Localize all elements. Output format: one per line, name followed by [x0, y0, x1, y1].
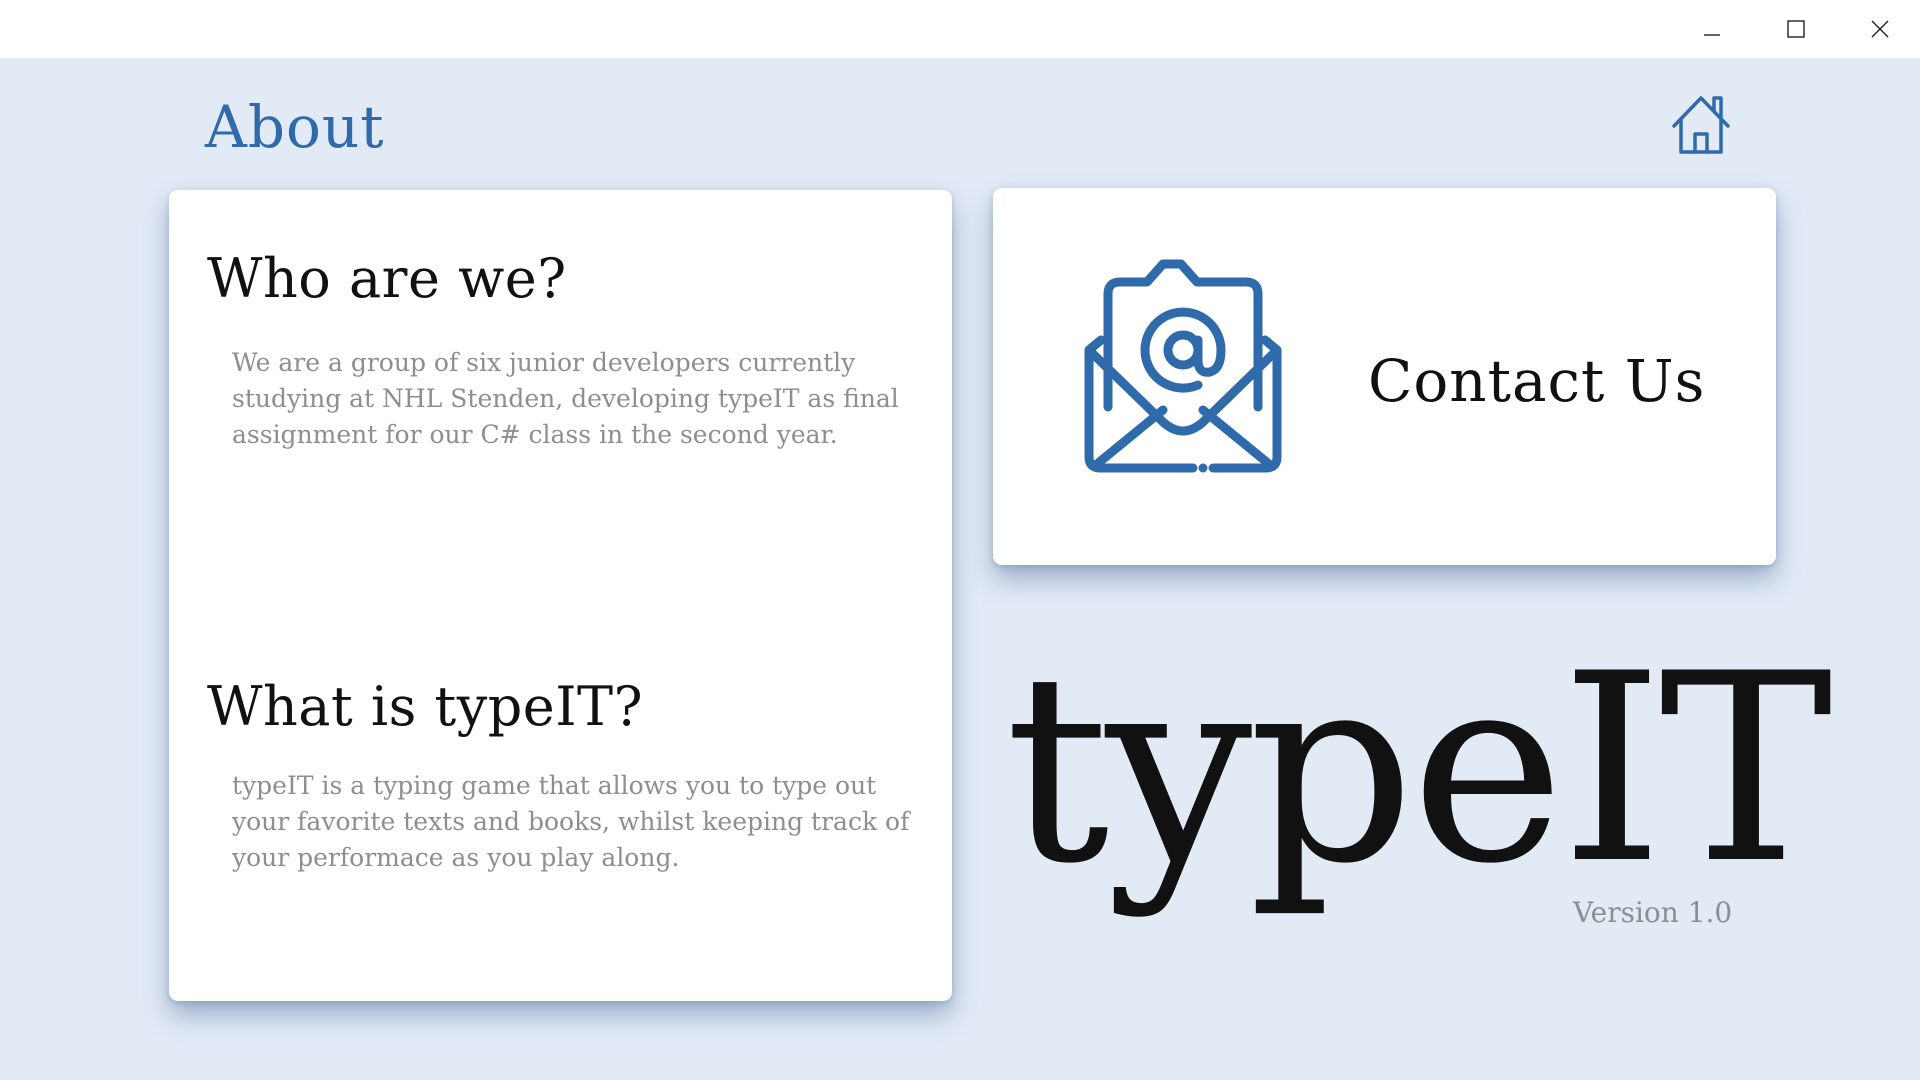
home-button[interactable]: [1670, 92, 1732, 156]
about-card: Who are we? We are a group of six junior…: [169, 190, 952, 1001]
what-is-typeit-text: typeIT is a typing game that allows you …: [232, 771, 910, 872]
mail-at-icon: [1084, 259, 1282, 473]
close-button[interactable]: [1838, 0, 1920, 58]
minimize-icon: [1704, 34, 1720, 36]
page-title: About: [205, 93, 385, 161]
contact-us-button[interactable]: Contact Us: [993, 188, 1776, 565]
who-are-we-heading: Who are we?: [207, 247, 567, 310]
who-are-we-text: We are a group of six junior developers …: [232, 348, 899, 449]
window-titlebar: [0, 0, 1920, 58]
version-label: Version 1.0: [1573, 896, 1733, 929]
typeit-logo: typeIT: [1005, 619, 1833, 921]
contact-us-label: Contact Us: [1368, 347, 1706, 415]
maximize-icon: [1787, 20, 1805, 38]
what-is-typeit-heading: What is typeIT?: [207, 675, 644, 738]
close-icon: [1871, 20, 1889, 38]
minimize-button[interactable]: [1670, 0, 1754, 58]
home-icon: [1672, 96, 1730, 154]
maximize-button[interactable]: [1754, 0, 1838, 58]
